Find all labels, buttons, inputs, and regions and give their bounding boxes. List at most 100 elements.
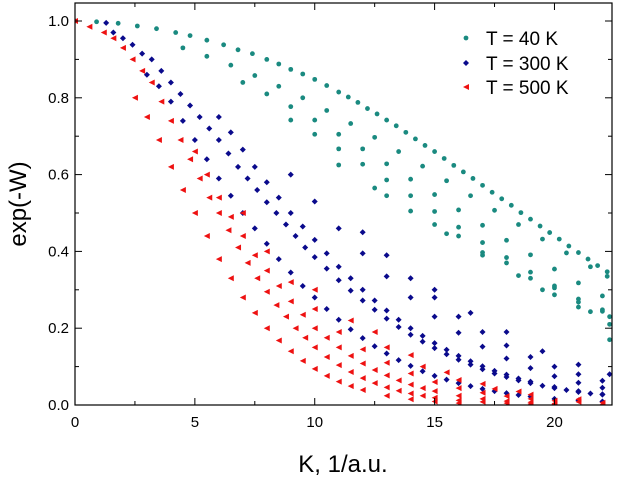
data-point <box>254 275 261 282</box>
legend-marker-500k <box>463 84 469 90</box>
data-point <box>528 216 533 222</box>
data-point <box>335 316 342 323</box>
data-point <box>508 202 514 208</box>
data-point <box>479 343 486 350</box>
data-point <box>395 387 402 394</box>
data-point <box>264 57 270 62</box>
data-point <box>360 146 366 152</box>
data-point <box>335 277 342 284</box>
data-point <box>503 371 510 378</box>
data-point <box>264 91 270 97</box>
data-point <box>323 306 330 312</box>
data-point <box>443 351 450 358</box>
data-point <box>371 380 378 387</box>
data-point <box>148 56 155 63</box>
legend-label-40k: T = 40 K <box>486 29 558 50</box>
data-point <box>455 313 462 320</box>
data-point <box>139 50 146 57</box>
data-point <box>335 263 342 270</box>
data-point <box>479 385 486 392</box>
data-point <box>191 210 198 216</box>
data-point <box>403 129 409 135</box>
data-point <box>287 279 294 286</box>
data-point <box>443 346 450 353</box>
data-point <box>119 35 126 42</box>
data-point <box>503 355 510 362</box>
data-point <box>599 377 606 384</box>
data-point <box>282 313 289 320</box>
data-point <box>576 299 581 305</box>
data-point <box>254 186 261 193</box>
data-point <box>227 275 234 282</box>
data-point <box>606 371 612 378</box>
data-point <box>179 117 186 124</box>
data-point <box>282 221 289 228</box>
data-point <box>347 352 354 359</box>
data-point <box>407 294 414 301</box>
data-point <box>371 343 378 350</box>
data-point <box>456 224 461 230</box>
data-point <box>239 210 246 216</box>
data-point <box>179 186 186 193</box>
data-point <box>335 344 342 351</box>
data-point <box>336 146 342 152</box>
data-point <box>143 114 150 120</box>
data-point <box>455 385 462 392</box>
data-point <box>372 185 378 191</box>
data-point <box>221 42 227 48</box>
data-point <box>575 396 582 403</box>
data-point <box>489 189 495 195</box>
data-point <box>359 387 366 394</box>
data-point <box>276 61 282 67</box>
data-point <box>235 47 241 53</box>
data-point <box>504 260 509 266</box>
data-point <box>115 20 121 26</box>
data-point <box>235 244 242 251</box>
data-point <box>384 117 390 123</box>
data-point <box>540 236 545 242</box>
data-point <box>143 71 150 78</box>
y-axis-ticks <box>75 20 612 406</box>
data-point <box>407 381 414 388</box>
data-point <box>395 324 402 331</box>
x-axis-tick-labels: 0 5 10 15 20 <box>71 414 563 431</box>
data-point <box>413 136 418 142</box>
data-point <box>359 360 366 367</box>
data-point <box>383 315 390 322</box>
data-point <box>287 171 294 178</box>
data-point <box>396 149 402 154</box>
data-point <box>575 388 582 395</box>
data-point <box>215 137 222 144</box>
data-point <box>335 225 342 232</box>
data-point <box>539 382 546 389</box>
data-point <box>528 275 533 281</box>
data-point <box>311 325 318 332</box>
data-point <box>467 383 474 390</box>
data-point <box>360 161 366 167</box>
data-point <box>552 292 557 298</box>
data-point <box>336 89 342 95</box>
data-point <box>110 35 117 42</box>
data-point <box>251 225 258 232</box>
data-point <box>273 302 280 309</box>
data-point <box>94 19 99 25</box>
data-point <box>302 334 309 341</box>
data-point <box>503 329 510 336</box>
data-point <box>191 148 198 155</box>
data-point <box>479 380 486 387</box>
data-point <box>504 237 509 243</box>
data-point <box>206 125 213 132</box>
legend-item-40k: T = 40 K <box>463 29 558 50</box>
data-point <box>187 33 193 38</box>
data-point <box>551 373 558 380</box>
data-point <box>552 266 557 272</box>
data-point <box>451 162 457 168</box>
data-point <box>456 207 461 213</box>
data-point <box>564 250 569 256</box>
data-point <box>275 256 282 263</box>
data-point <box>227 192 234 199</box>
legend-marker-shape <box>463 60 469 66</box>
data-point <box>467 361 474 368</box>
data-point <box>407 390 414 397</box>
data-point <box>456 233 461 239</box>
